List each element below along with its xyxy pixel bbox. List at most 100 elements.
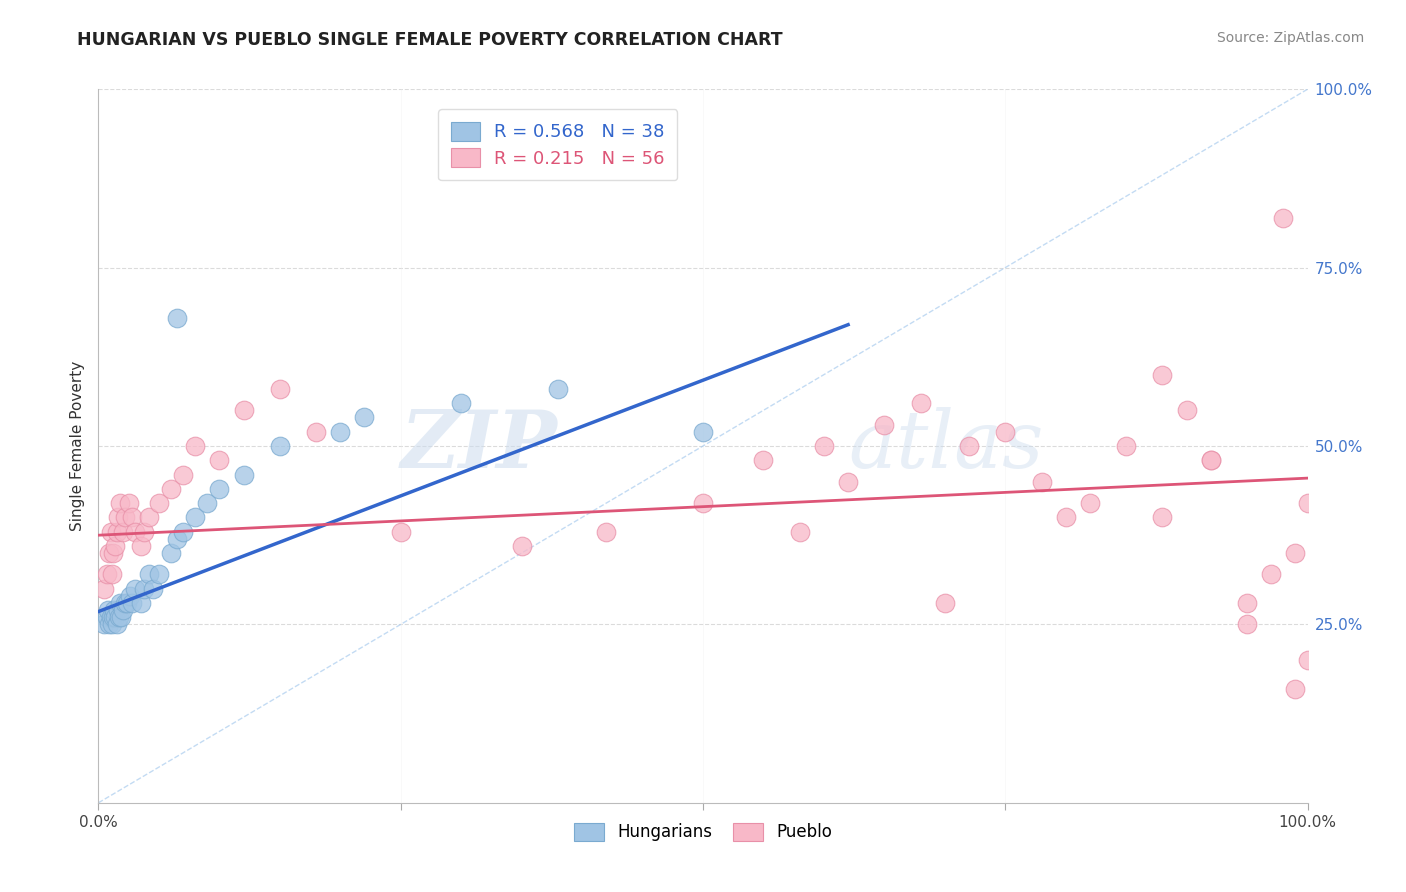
Point [172,524,194,539]
Point [105,617,128,632]
Point [148,496,170,510]
Point [103,603,125,617]
Point [1296,653,1319,667]
Point [269,439,291,453]
Point [111,524,134,539]
Point [208,453,231,467]
Point [134,582,156,596]
Point [353,410,375,425]
Point [389,524,412,539]
Point [1031,475,1053,489]
Point [97,603,120,617]
Point [692,425,714,439]
Point [110,610,132,624]
Point [184,510,207,524]
Point [104,539,127,553]
Point [166,532,188,546]
Point [138,510,160,524]
Point [1115,439,1137,453]
Point [100,524,122,539]
Point [118,589,141,603]
Point [450,396,472,410]
Point [1284,681,1306,696]
Text: Source: ZipAtlas.com: Source: ZipAtlas.com [1216,31,1364,45]
Point [108,596,131,610]
Point [111,603,134,617]
Point [160,546,183,560]
Point [873,417,896,432]
Point [134,524,156,539]
Point [547,382,569,396]
Point [692,496,714,510]
Point [104,610,127,624]
Point [142,582,165,596]
Y-axis label: Single Female Poverty: Single Female Poverty [69,361,84,531]
Point [117,596,139,610]
Point [93,582,115,596]
Point [184,439,207,453]
Point [160,482,183,496]
Point [752,453,775,467]
Point [195,496,218,510]
Point [1236,617,1258,632]
Point [98,546,121,560]
Point [107,510,129,524]
Point [269,382,291,396]
Text: atlas: atlas [848,408,1043,484]
Point [1152,368,1174,382]
Point [837,475,859,489]
Point [1054,510,1077,524]
Point [1078,496,1101,510]
Point [208,482,231,496]
Point [789,524,811,539]
Point [994,425,1017,439]
Point [121,596,143,610]
Point [329,425,352,439]
Point [934,596,956,610]
Point [96,610,118,624]
Point [101,610,124,624]
Point [166,310,188,325]
Point [100,617,122,632]
Point [813,439,835,453]
Point [114,596,136,610]
Point [107,603,129,617]
Point [124,524,146,539]
Point [305,425,328,439]
Point [1272,211,1295,225]
Point [93,617,115,632]
Point [101,546,124,560]
Point [910,396,932,410]
Point [232,467,254,482]
Point [96,567,118,582]
Point [121,510,143,524]
Point [232,403,254,417]
Point [595,524,617,539]
Point [1296,496,1319,510]
Point [1152,510,1174,524]
Point [108,610,131,624]
Legend: Hungarians, Pueblo: Hungarians, Pueblo [568,816,838,848]
Point [1199,453,1222,467]
Point [1260,567,1282,582]
Point [100,567,122,582]
Point [1199,453,1222,467]
Point [118,496,141,510]
Point [957,439,980,453]
Point [129,539,152,553]
Point [138,567,160,582]
Text: ZIP: ZIP [401,408,558,484]
Point [172,467,194,482]
Point [1175,403,1198,417]
Point [148,567,170,582]
Point [114,510,136,524]
Point [108,496,131,510]
Point [98,617,121,632]
Text: HUNGARIAN VS PUEBLO SINGLE FEMALE POVERTY CORRELATION CHART: HUNGARIAN VS PUEBLO SINGLE FEMALE POVERT… [77,31,783,49]
Point [100,610,122,624]
Point [510,539,533,553]
Point [129,596,152,610]
Point [1236,596,1258,610]
Point [124,582,146,596]
Point [1284,546,1306,560]
